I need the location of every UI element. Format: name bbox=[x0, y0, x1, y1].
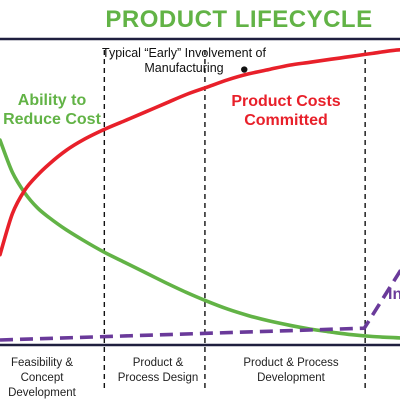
annotation-early-involvement: Typical “Early” Involvement of Manufactu… bbox=[94, 46, 274, 75]
series-label-ability-line-2: Reduce Cost bbox=[3, 110, 101, 128]
phase-label-feasibility: Feasibility & Concept Development bbox=[0, 356, 94, 400]
phase-2-line-2: Process Design bbox=[117, 371, 199, 384]
phase-2-line-1: Product & bbox=[132, 357, 184, 369]
phase-1-line-2: Development bbox=[8, 386, 76, 399]
annotation-line-1: Typical “Early” Involvement of bbox=[102, 46, 266, 60]
series-label-increase-line-1: In bbox=[388, 286, 400, 303]
phase-label-process-design: Product & Process Design bbox=[104, 356, 212, 386]
annotation-line-2: Manufacturing bbox=[144, 60, 224, 75]
series-label-costs-line-2: Committed bbox=[244, 111, 328, 129]
phase-3-line-2: Development bbox=[257, 371, 325, 384]
phase-1-line-1: Feasibility & Concept bbox=[11, 357, 73, 384]
series-label-ability-line-1: Ability to bbox=[17, 92, 87, 109]
phase-3-line-1: Product & Process bbox=[243, 357, 339, 369]
series-line-product-costs-committed bbox=[0, 48, 400, 257]
series-line-ability-to-reduce-cost bbox=[0, 138, 400, 340]
series-line-increase bbox=[0, 267, 400, 342]
series-label-ability-to-reduce-cost: Ability to Reduce Cost bbox=[0, 92, 104, 129]
series-label-increase: In bbox=[388, 286, 400, 305]
chart-title: PRODUCT LIFECYCLE bbox=[105, 6, 373, 33]
phase-label-process-development: Product & Process Development bbox=[212, 356, 370, 386]
series-label-product-costs-committed: Product Costs Committed bbox=[216, 93, 356, 130]
annotation-marker-dot-1 bbox=[241, 66, 248, 73]
series-label-costs-line-1: Product Costs bbox=[231, 93, 341, 110]
